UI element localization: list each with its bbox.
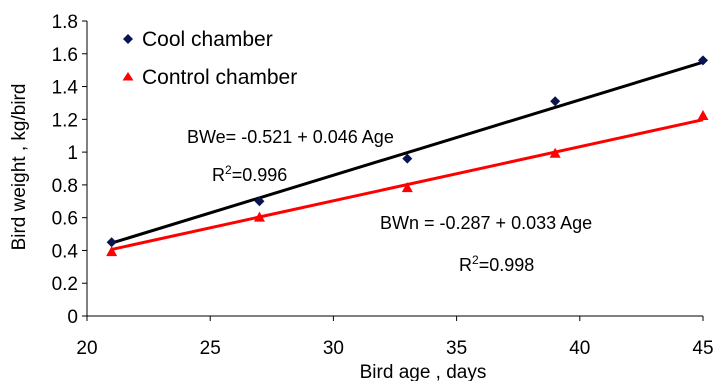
data-points: [106, 55, 709, 257]
x-axis-title: Bird age , days: [360, 362, 487, 381]
control-r-squared: R2=0.998: [459, 253, 534, 275]
y-tick-label: 1.2: [52, 110, 78, 131]
data-point-cool-chamber: [106, 237, 117, 248]
cool-equation: BWe= -0.521 + 0.046 Age: [187, 127, 394, 147]
y-tick-label: 0.4: [52, 241, 79, 262]
cool-r-squared: R2=0.996: [212, 163, 287, 185]
x-tick-label: 20: [76, 338, 97, 359]
y-tick-label: 0.6: [52, 209, 78, 230]
data-point-cool-chamber: [402, 153, 413, 164]
y-tick-label: 1.4: [52, 78, 79, 99]
y-axis-title: Bird weight , kg/bird: [9, 84, 30, 251]
legend-label-control-chamber: Control chamber: [142, 66, 297, 89]
axes: [86, 21, 703, 317]
legend-marker-cool-chamber: [123, 34, 133, 44]
data-point-cool-chamber: [698, 55, 708, 66]
y-tick-label: 1.6: [52, 45, 78, 66]
legend-label-cool-chamber: Cool chamber: [142, 28, 273, 51]
data-point-control-chamber: [106, 246, 118, 257]
data-point-control-chamber: [549, 147, 561, 158]
y-tick-label: 1: [67, 143, 78, 164]
annotations: BWe= -0.521 + 0.046 Age R2=0.996 BWn = -…: [187, 127, 592, 275]
y-tick-label: 0: [67, 307, 78, 328]
y-tick-label: 0.8: [52, 176, 78, 197]
data-point-control-chamber: [253, 211, 265, 222]
y-tick-label: 1.8: [52, 12, 78, 33]
data-point-control-chamber: [401, 182, 413, 193]
legend: Cool chamber Control chamber: [122, 28, 297, 89]
x-tick-label: 30: [323, 338, 344, 359]
data-point-control-chamber: [697, 110, 709, 121]
y-ticks: 0 0.2 0.4 0.6 0.8 1 1.2 1.4 1.6 1.8: [52, 12, 87, 328]
x-tick-label: 40: [569, 338, 590, 359]
y-tick-label: 0.2: [52, 274, 78, 295]
x-tick-label: 25: [200, 338, 221, 359]
x-ticks: 20 25 30 35 40 45: [76, 316, 713, 359]
legend-marker-control-chamber: [122, 72, 134, 81]
x-tick-label: 45: [692, 338, 713, 359]
trend-line-cool-chamber: [111, 60, 704, 245]
data-point-cool-chamber: [254, 196, 265, 207]
control-equation: BWn = -0.287 + 0.033 Age: [380, 213, 592, 233]
x-tick-label: 35: [446, 338, 467, 359]
data-point-cool-chamber: [550, 96, 561, 107]
